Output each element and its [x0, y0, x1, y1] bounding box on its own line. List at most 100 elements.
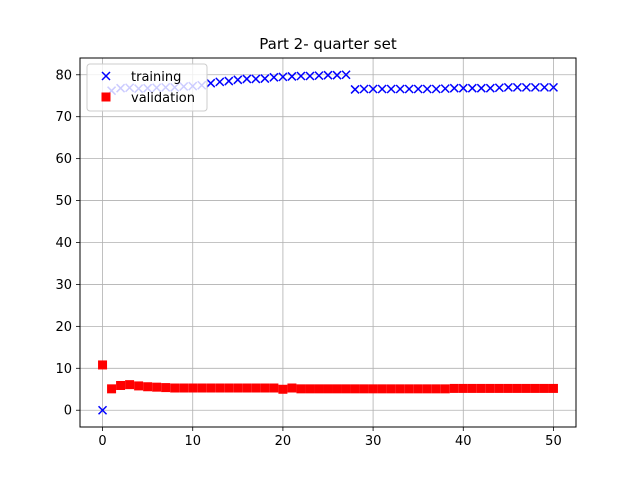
training-point — [513, 83, 521, 91]
validation-point — [233, 384, 242, 393]
y-tick-label: 80 — [55, 68, 72, 83]
training-point — [504, 83, 512, 91]
validation-point — [125, 380, 134, 389]
validation-point — [495, 384, 504, 393]
validation-point — [360, 384, 369, 393]
grid — [80, 58, 576, 427]
validation-point — [287, 384, 296, 393]
validation-point — [296, 384, 305, 393]
training-point — [333, 71, 341, 79]
validation-point — [486, 384, 495, 393]
validation-point — [134, 381, 143, 390]
training-point — [225, 77, 233, 85]
training-point — [216, 78, 224, 86]
validation-point — [441, 384, 450, 393]
x-axis: 0 10 20 30 40 50 — [98, 427, 561, 449]
validation-point — [278, 385, 287, 394]
training-point — [486, 84, 494, 92]
validation-point — [531, 384, 540, 393]
validation-point — [522, 384, 531, 393]
training-point — [207, 79, 215, 87]
validation-point — [414, 384, 423, 393]
validation-point — [387, 384, 396, 393]
validation-point — [396, 384, 405, 393]
validation-point — [242, 384, 251, 393]
legend-label-training: training — [131, 70, 181, 85]
x-tick-label: 20 — [275, 434, 292, 449]
chart-title: Part 2- quarter set — [259, 35, 397, 53]
training-point — [387, 85, 395, 93]
training-point — [423, 85, 431, 93]
training-point — [495, 84, 503, 92]
validation-point — [188, 384, 197, 393]
validation-point — [504, 384, 513, 393]
training-point — [477, 84, 485, 92]
x-tick-label: 0 — [98, 434, 106, 449]
validation-point — [513, 384, 522, 393]
training-point — [297, 72, 305, 80]
training-point — [324, 71, 332, 79]
validation-point — [459, 384, 468, 393]
validation-point — [378, 384, 387, 393]
validation-point — [369, 384, 378, 393]
validation-point — [549, 384, 558, 393]
y-tick-label: 40 — [55, 236, 72, 251]
validation-point — [305, 384, 314, 393]
validation-point — [206, 384, 215, 393]
validation-point — [179, 384, 188, 393]
training-point — [522, 83, 530, 91]
training-point — [351, 85, 359, 93]
validation-point — [161, 383, 170, 392]
validation-point — [450, 384, 459, 393]
validation-point — [260, 384, 269, 393]
validation-point — [215, 384, 224, 393]
validation-point — [405, 384, 414, 393]
validation-point — [116, 381, 125, 390]
x-tick-label: 30 — [365, 434, 382, 449]
y-axis: 01020304050607080 — [55, 68, 80, 418]
training-point — [441, 85, 449, 93]
validation-point — [143, 382, 152, 391]
y-tick-label: 0 — [64, 404, 72, 419]
training-point — [234, 76, 242, 84]
training-point — [432, 85, 440, 93]
training-point — [540, 83, 548, 91]
legend-label-validation: validation — [131, 91, 195, 106]
y-tick-label: 70 — [55, 110, 72, 125]
validation-point — [107, 384, 116, 393]
validation-point — [98, 360, 107, 369]
training-point — [531, 83, 539, 91]
validation-point — [351, 384, 360, 393]
validation-point — [432, 384, 441, 393]
validation-point — [333, 384, 342, 393]
validation-point — [423, 384, 432, 393]
training-point — [468, 84, 476, 92]
training-point — [360, 85, 368, 93]
y-tick-label: 30 — [55, 278, 72, 293]
validation-point — [152, 383, 161, 392]
training-point — [315, 72, 323, 80]
y-tick-label: 20 — [55, 320, 72, 335]
training-point — [405, 85, 413, 93]
validation-point — [224, 384, 233, 393]
training-point — [306, 72, 314, 80]
validation-point — [324, 384, 333, 393]
validation-point — [170, 384, 179, 393]
validation-point — [477, 384, 486, 393]
legend: training validation — [87, 64, 207, 111]
training-point — [243, 75, 251, 83]
training-point — [396, 85, 404, 93]
x-tick-label: 50 — [545, 434, 562, 449]
validation-point — [197, 384, 206, 393]
y-tick-label: 50 — [55, 194, 72, 209]
validation-point — [102, 93, 111, 102]
training-point — [261, 75, 269, 83]
validation-point — [540, 384, 549, 393]
y-tick-label: 10 — [55, 362, 72, 377]
training-point — [450, 84, 458, 92]
training-point — [252, 75, 260, 83]
validation-point — [314, 384, 323, 393]
x-tick-label: 10 — [184, 434, 201, 449]
training-point — [414, 85, 422, 93]
